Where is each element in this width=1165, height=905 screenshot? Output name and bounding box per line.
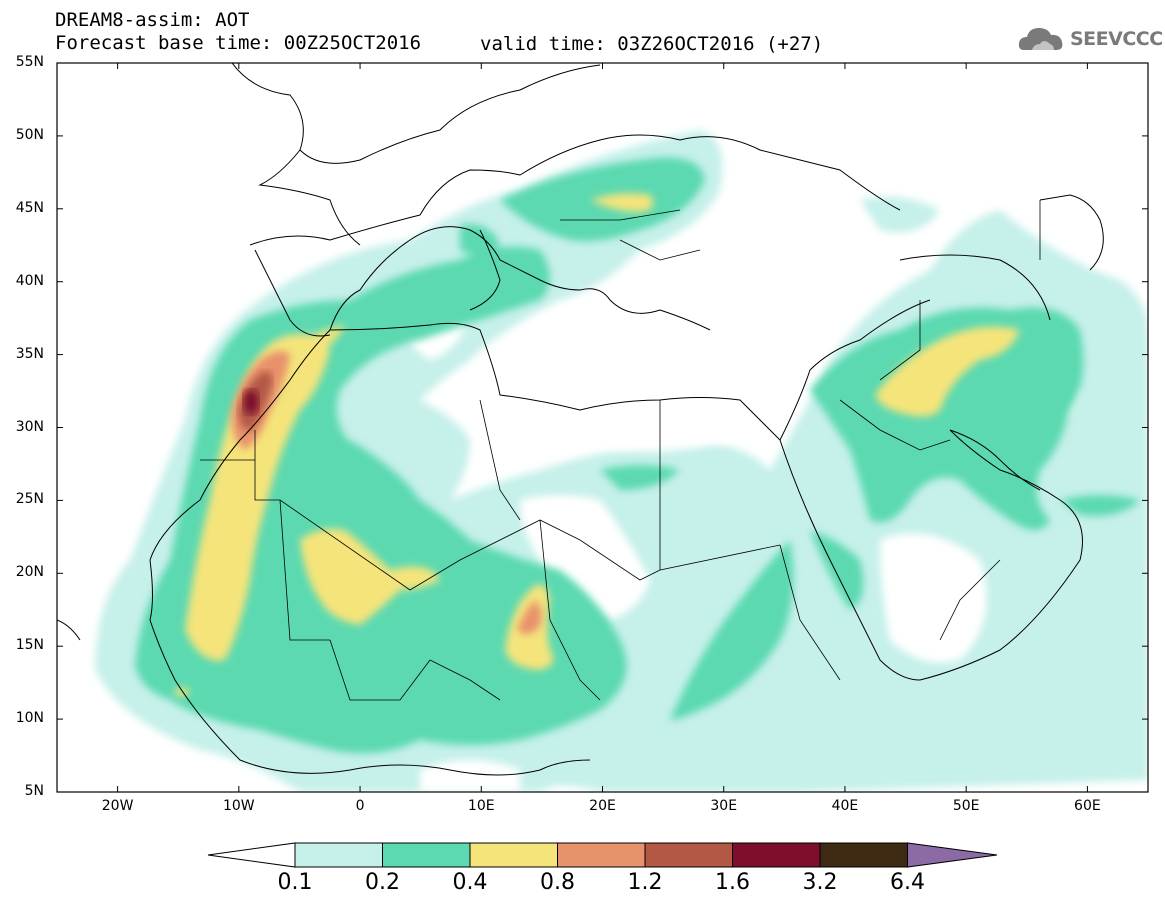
- colorbar-label: 0.1: [277, 870, 313, 895]
- colorbar-bin: [557, 842, 646, 868]
- lon-label: 50E: [952, 798, 980, 814]
- colorbar-bin: [819, 842, 908, 868]
- lat-label: 50N: [15, 126, 44, 143]
- colorbar-label: 6.4: [890, 870, 925, 895]
- lat-label: 35N: [15, 345, 44, 362]
- lon-label: 20W: [101, 798, 134, 814]
- lat-label: 10N: [15, 710, 44, 727]
- colorbar-label: 1.6: [715, 870, 750, 895]
- map-title: DREAM8-assim: AOT: [55, 9, 250, 31]
- colorbar-bin: [644, 842, 733, 868]
- lon-label: 30E: [710, 798, 738, 814]
- logo-text: SEEVCCC: [1070, 28, 1163, 50]
- lon-label: 10E: [467, 798, 495, 814]
- aot-level-0.4: [175, 193, 1020, 696]
- colorbar-under-arrow: [207, 842, 296, 868]
- colorbar-bin: [732, 842, 821, 868]
- aot-field: [95, 130, 1148, 792]
- seevccc-logo: SEEVCCC: [1018, 22, 1163, 58]
- colorbar-label: 0.4: [452, 870, 488, 895]
- colorbar-label: 0.2: [365, 870, 400, 895]
- colorbar-bin: [469, 842, 558, 868]
- lon-label: 60E: [1074, 798, 1101, 814]
- lat-label: 15N: [15, 637, 44, 654]
- lat-label: 45N: [15, 199, 44, 216]
- colorbar-over-arrow: [907, 842, 998, 868]
- lat-label: 5N: [24, 783, 44, 799]
- lon-label: 10W: [222, 798, 255, 814]
- cloud-icon: [1018, 28, 1063, 50]
- colorbar-bin: [382, 842, 471, 868]
- forecast-base-time: Forecast base time: 00Z25OCT2016: [55, 32, 422, 54]
- colorbar-label: 3.2: [802, 870, 838, 895]
- aot-level-1.6: [243, 389, 259, 415]
- colorbar-label: 1.2: [627, 870, 663, 895]
- lat-label: 40N: [15, 272, 44, 289]
- colorbar-label: 0.8: [540, 870, 575, 895]
- lat-label: 20N: [15, 564, 44, 581]
- lat-label: 30N: [15, 418, 44, 435]
- lat-label: 55N: [15, 54, 44, 70]
- lon-label: 20E: [589, 798, 616, 814]
- lat-label: 25N: [15, 491, 44, 508]
- lon-label: 0: [355, 798, 365, 814]
- country-borders: [200, 200, 1041, 701]
- coastlines: [57, 63, 1104, 776]
- lon-label: 40E: [831, 798, 859, 814]
- axis-ticks: [57, 62, 1148, 793]
- valid-time: valid time: 03Z26OCT2016 (+27): [480, 33, 824, 55]
- colorbar-bin: [294, 842, 383, 868]
